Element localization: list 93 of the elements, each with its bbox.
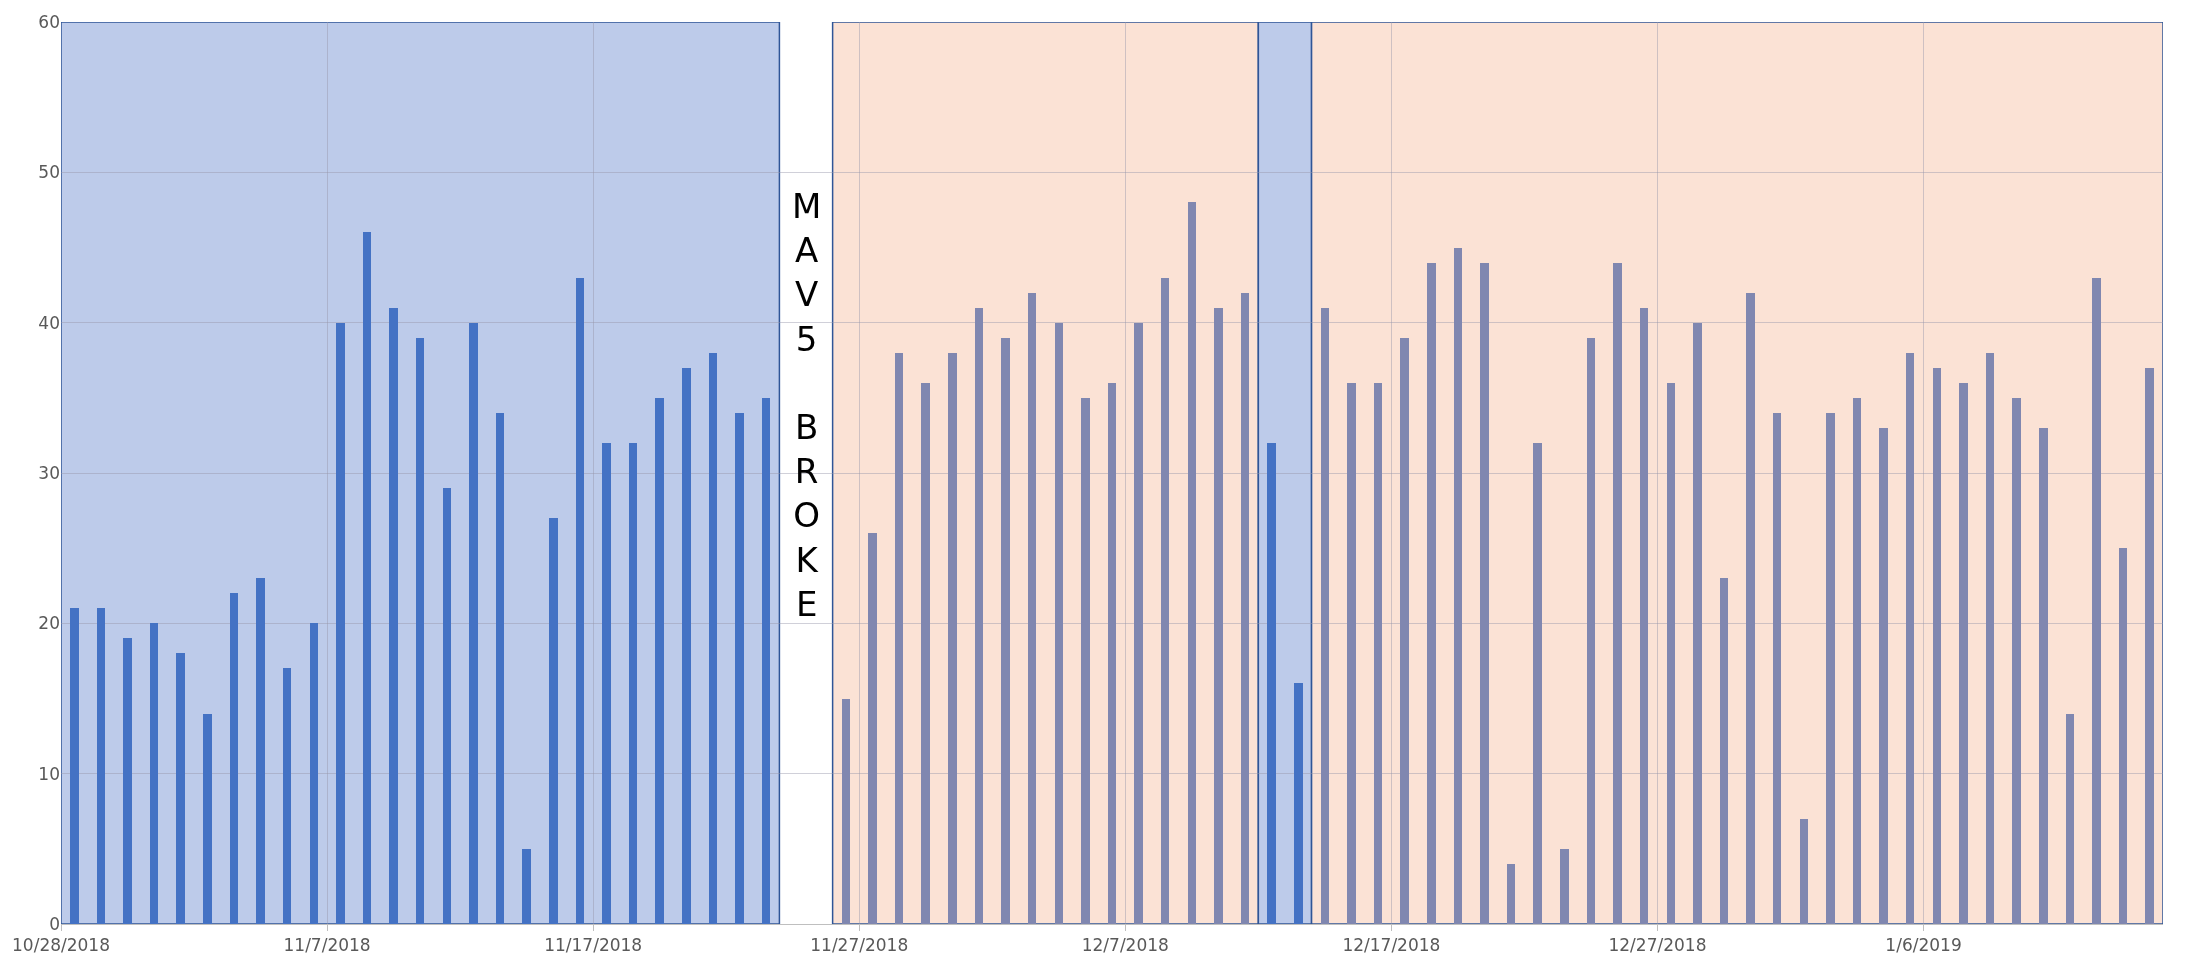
bar — [1028, 293, 1036, 924]
y-tick-label: 10 — [38, 763, 60, 784]
bar — [1161, 278, 1169, 924]
bar — [629, 443, 637, 924]
bar — [1826, 413, 1835, 924]
bar — [522, 849, 531, 924]
bar — [762, 398, 770, 924]
bar — [1773, 413, 1781, 924]
bar — [1267, 443, 1276, 924]
bar — [1214, 308, 1223, 924]
x-tick-label: 11/27/2018 — [810, 935, 909, 956]
bar — [2119, 548, 2127, 924]
bar — [602, 443, 611, 924]
bar — [1427, 263, 1436, 924]
bar — [921, 383, 930, 924]
y-tick-label: 50 — [38, 162, 60, 183]
bar — [496, 413, 504, 924]
bar — [230, 593, 238, 924]
bar — [2012, 398, 2021, 924]
bar — [443, 488, 451, 924]
bar — [97, 608, 105, 924]
bar — [363, 232, 371, 924]
bar — [70, 608, 79, 924]
bar — [1533, 443, 1542, 924]
bar — [1613, 263, 1622, 924]
bar — [310, 623, 318, 924]
bar — [1879, 428, 1888, 924]
x-tick-label: 11/7/2018 — [283, 935, 371, 956]
bar — [389, 308, 398, 924]
bar — [1959, 383, 1968, 924]
x-tick-label: 12/7/2018 — [1081, 935, 1169, 956]
bar — [1374, 383, 1382, 924]
bar — [2039, 428, 2048, 924]
bar — [948, 353, 957, 924]
bar — [576, 278, 584, 924]
bar — [283, 668, 291, 924]
x-tick-label: 12/27/2018 — [1608, 935, 1707, 956]
bar — [1108, 383, 1116, 924]
bar — [1001, 338, 1010, 924]
bar — [1480, 263, 1489, 924]
bar — [469, 323, 478, 924]
y-tick-label: 30 — [38, 462, 60, 483]
bar — [176, 653, 185, 924]
y-tick-label: 40 — [38, 312, 60, 333]
bar — [1720, 578, 1728, 924]
x-tick-label: 10/28/2018 — [12, 935, 110, 956]
bar — [150, 623, 158, 924]
x-tick-label: 11/17/2018 — [544, 935, 643, 956]
bar — [975, 308, 983, 924]
bar — [1055, 323, 1063, 924]
y-tick-label: 0 — [49, 913, 60, 934]
bar — [1746, 293, 1755, 924]
bar — [336, 323, 345, 924]
bar — [2066, 714, 2074, 924]
bar — [1587, 338, 1595, 924]
y-tick-label: 20 — [38, 613, 60, 634]
x-tick-label: 1/6/2019 — [1885, 935, 1962, 956]
bar — [416, 338, 424, 924]
x-tick-label: 12/17/2018 — [1342, 935, 1441, 956]
bar — [682, 368, 691, 924]
bar — [123, 638, 132, 924]
bar — [2092, 278, 2101, 924]
bar — [735, 413, 744, 924]
bar — [895, 353, 903, 924]
bar — [1081, 398, 1090, 924]
bar — [842, 699, 850, 924]
bar — [1667, 383, 1675, 924]
bar — [203, 714, 212, 924]
bar — [655, 398, 664, 924]
bar — [1454, 248, 1462, 924]
bar — [1400, 338, 1409, 924]
bar — [2145, 368, 2154, 924]
bar — [868, 533, 877, 924]
text: MAV5 BROKE — [792, 186, 822, 624]
bar — [1933, 368, 1941, 924]
bar — [1693, 323, 1702, 924]
bar — [1347, 383, 1356, 924]
bar — [1986, 353, 1994, 924]
bar — [549, 518, 558, 924]
bar — [1560, 849, 1569, 924]
bar — [1294, 683, 1303, 924]
bar — [1188, 202, 1196, 924]
bar — [1321, 308, 1329, 924]
bar — [1853, 398, 1861, 924]
bar — [256, 578, 265, 924]
bar — [1640, 308, 1648, 924]
bar — [1134, 323, 1143, 924]
y-tick-label: 60 — [38, 11, 60, 32]
bar — [1800, 819, 1808, 924]
bar — [1507, 864, 1515, 924]
bar — [709, 353, 717, 924]
bar — [1241, 293, 1249, 924]
bar — [1906, 353, 1914, 924]
